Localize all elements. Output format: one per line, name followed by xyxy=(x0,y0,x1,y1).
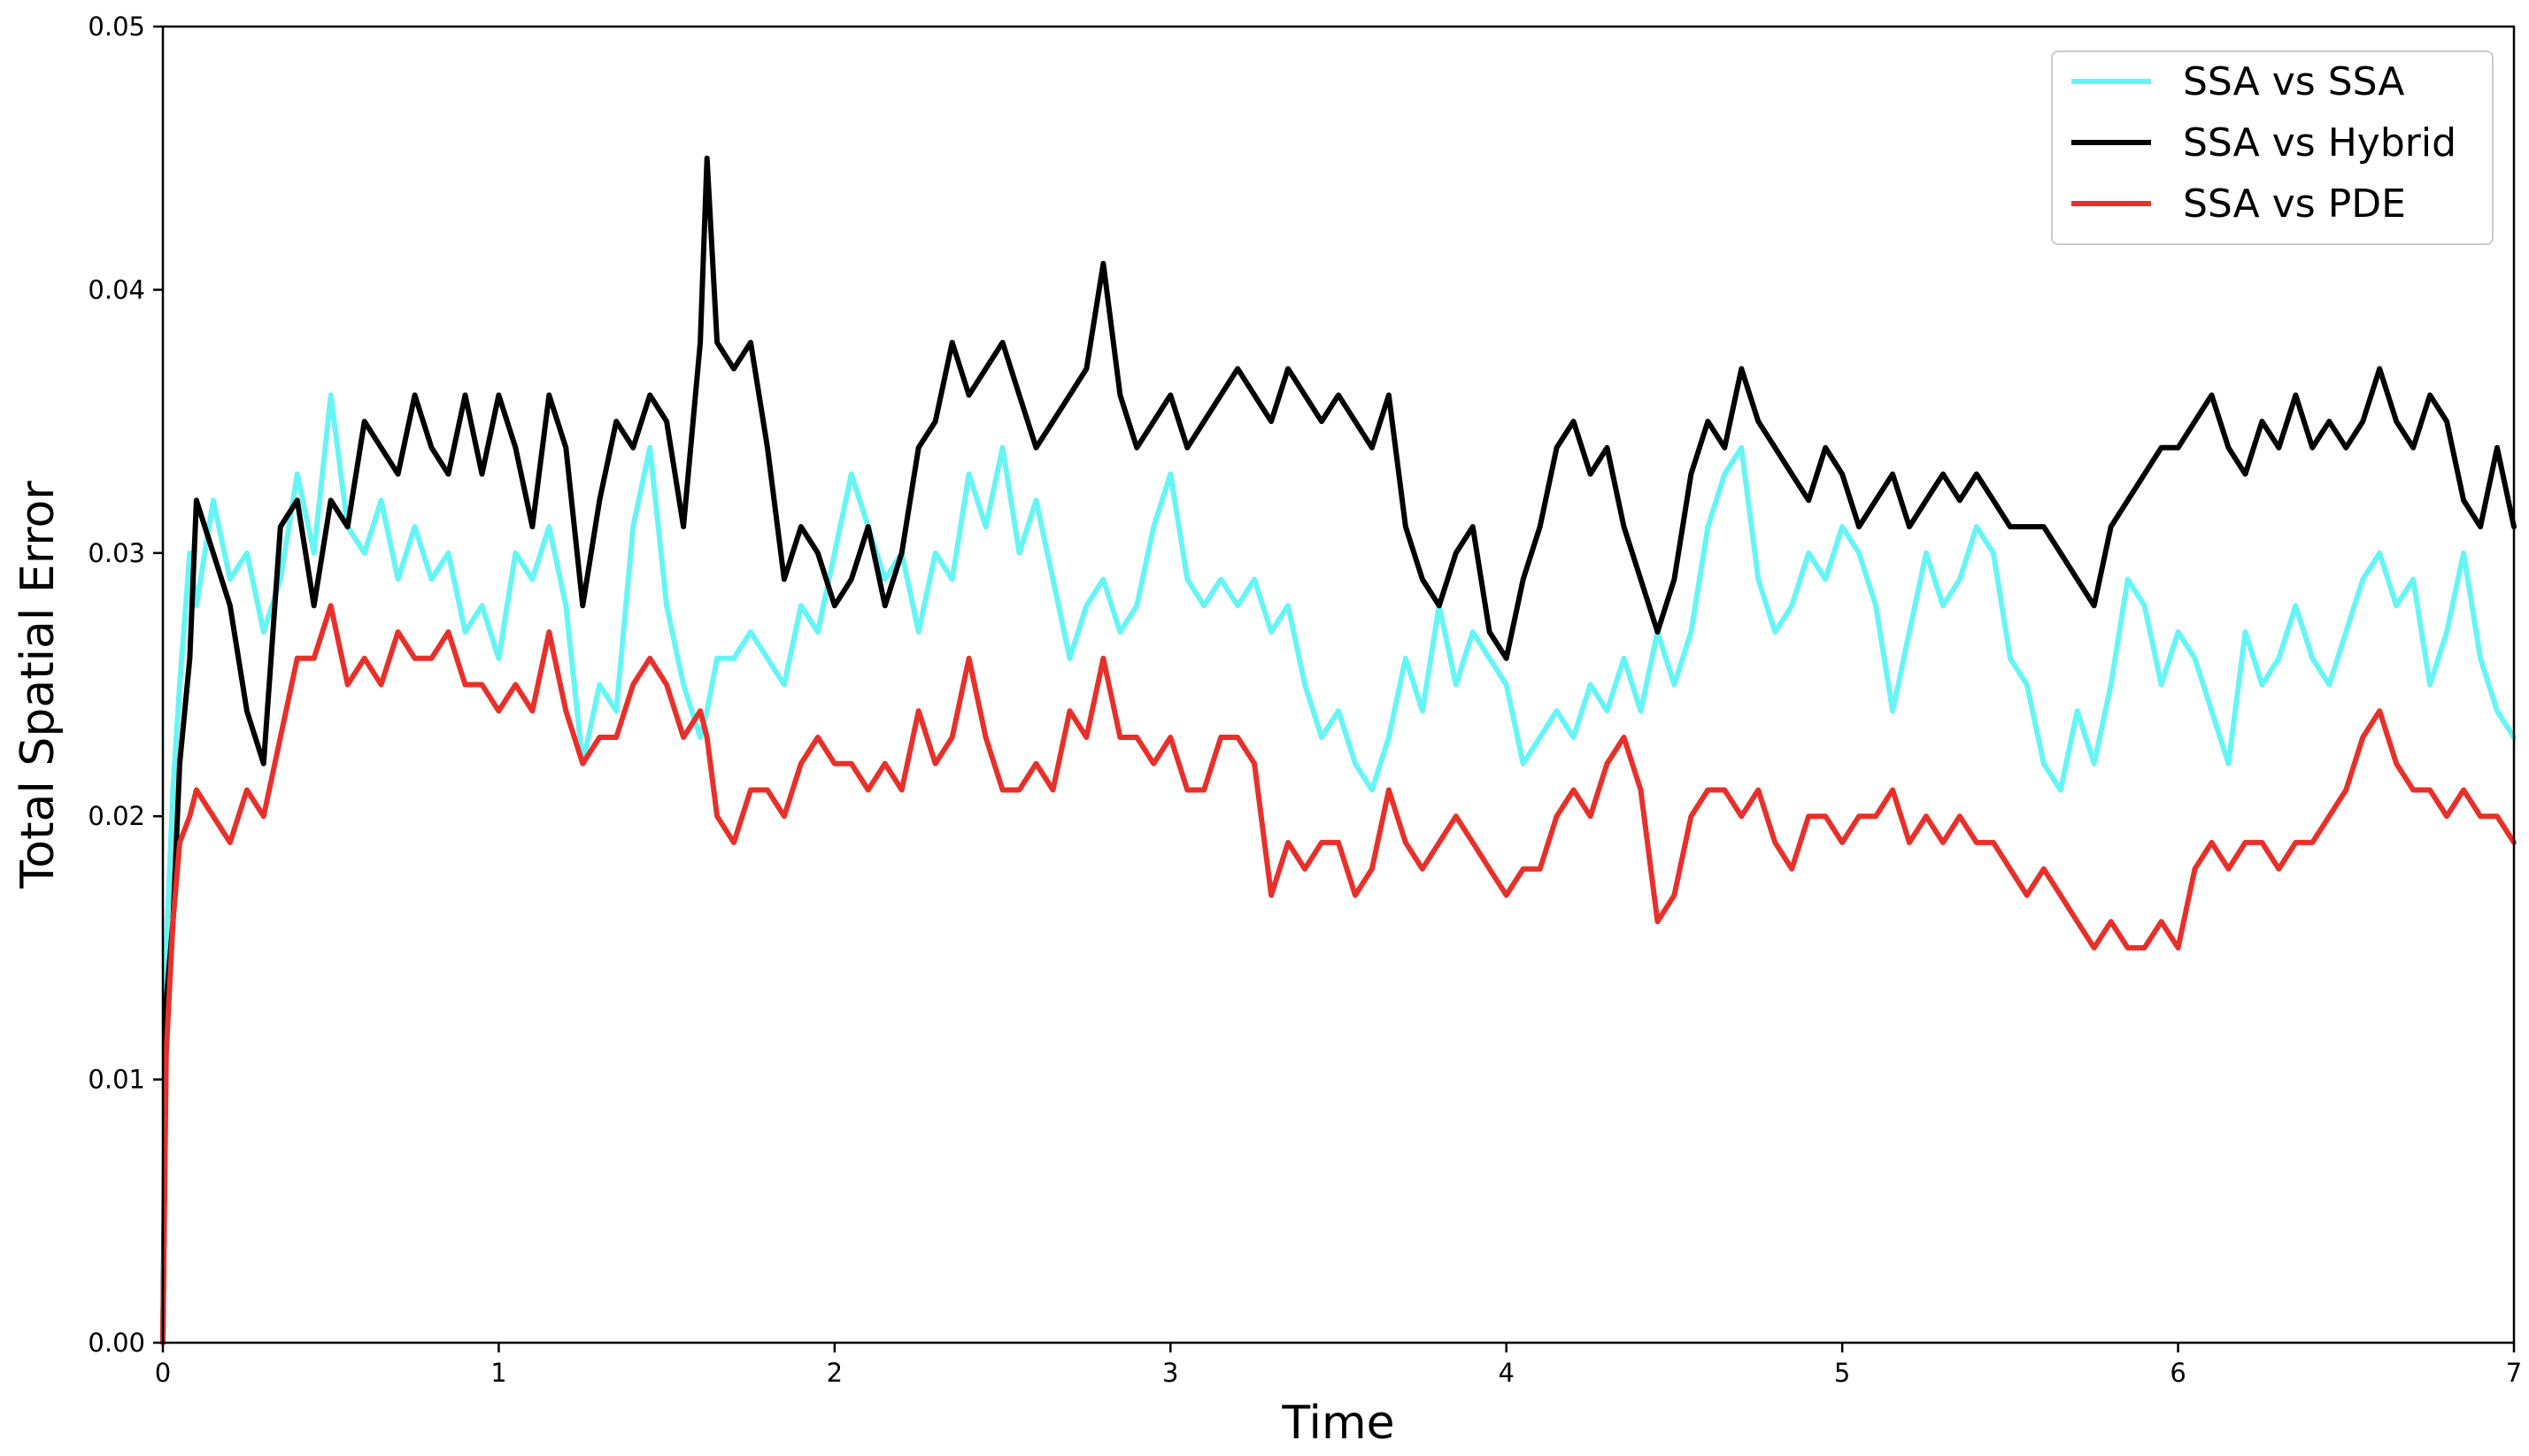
legend-label-ssa-vs-hybrid: SSA vs Hybrid xyxy=(2183,120,2456,166)
y-tick-label: 0.00 xyxy=(88,1328,145,1358)
y-tick-label: 0.02 xyxy=(88,801,145,831)
y-tick-label: 0.03 xyxy=(88,538,145,568)
legend-box xyxy=(2051,50,2494,245)
x-tick-label: 5 xyxy=(1834,1358,1850,1388)
series-layer xyxy=(160,155,2517,1345)
y-axis: 0.00 0.01 0.02 0.03 0.04 0.05 xyxy=(88,12,163,1358)
y-tick-label: 0.01 xyxy=(88,1065,145,1095)
y-tick-label: 0.04 xyxy=(88,274,145,304)
legend-label-ssa-vs-ssa: SSA vs SSA xyxy=(2183,59,2405,104)
legend-label-ssa-vs-pde: SSA vs PDE xyxy=(2183,181,2406,227)
axes-frame xyxy=(161,25,2516,1344)
y-tick-label: 0.05 xyxy=(88,12,145,42)
x-tick-label: 0 xyxy=(155,1358,171,1388)
x-tick-label: 2 xyxy=(827,1358,843,1388)
x-tick-label: 1 xyxy=(490,1358,506,1388)
legend: SSA vs SSA SSA vs Hybrid SSA vs PDE xyxy=(2051,50,2494,245)
plot-area-frame xyxy=(161,25,2516,1344)
series-line-ssa-vs-ssa xyxy=(160,392,2517,1345)
x-axis-title: Time xyxy=(1281,1397,1394,1450)
x-tick-label: 6 xyxy=(2170,1358,2186,1388)
series-line-ssa-vs-hybrid xyxy=(160,155,2517,1345)
y-axis-title: Total Spatial Error xyxy=(12,481,65,890)
x-tick-label: 4 xyxy=(1498,1358,1514,1388)
x-tick-label: 3 xyxy=(1162,1358,1178,1388)
x-tick-label: 7 xyxy=(2506,1358,2522,1388)
series-line-ssa-vs-pde xyxy=(160,603,2517,1345)
x-axis: 0 1 2 3 4 5 6 7 xyxy=(155,1343,2522,1388)
